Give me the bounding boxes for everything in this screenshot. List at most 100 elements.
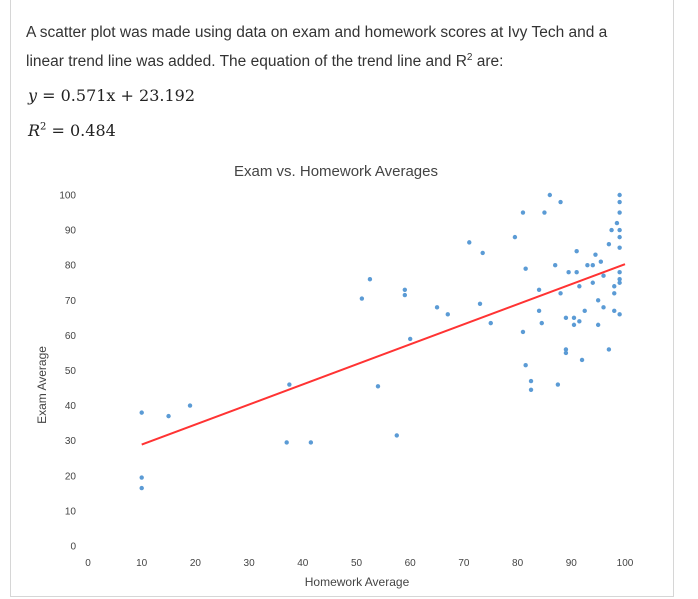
data-point bbox=[601, 305, 606, 310]
data-point bbox=[595, 322, 601, 328]
x-tick-label: 30 bbox=[244, 558, 256, 569]
x-tick-label: 10 bbox=[136, 558, 148, 569]
data-point bbox=[617, 192, 622, 198]
data-point bbox=[528, 378, 534, 384]
x-tick-label: 80 bbox=[512, 558, 524, 569]
data-point bbox=[536, 308, 542, 314]
x-tick-label: 90 bbox=[566, 558, 578, 569]
data-point bbox=[590, 280, 595, 285]
data-point bbox=[582, 308, 587, 314]
x-tick-label: 20 bbox=[190, 558, 202, 569]
data-point bbox=[563, 315, 569, 321]
y-tick-label: 30 bbox=[65, 436, 77, 447]
data-point bbox=[585, 263, 590, 268]
data-point bbox=[166, 413, 171, 419]
data-point bbox=[558, 199, 563, 205]
data-points bbox=[139, 192, 622, 491]
x-tick-label: 70 bbox=[458, 558, 470, 569]
data-point bbox=[139, 410, 144, 415]
data-point bbox=[552, 263, 558, 268]
data-point bbox=[574, 270, 579, 275]
y-tick-label: 40 bbox=[65, 401, 77, 412]
data-point bbox=[139, 475, 144, 480]
data-point bbox=[187, 403, 193, 408]
data-point bbox=[359, 296, 365, 301]
data-point bbox=[617, 245, 622, 250]
r-squared-value: = 0.484 bbox=[46, 121, 116, 140]
x-tick-label: 50 bbox=[351, 558, 363, 569]
data-point bbox=[617, 210, 622, 215]
data-point bbox=[284, 440, 289, 445]
data-point bbox=[617, 234, 622, 240]
r-squared-equation: R2 = 0.484 bbox=[28, 121, 116, 140]
data-point bbox=[617, 312, 622, 317]
data-point bbox=[577, 319, 582, 324]
data-point bbox=[467, 240, 472, 245]
data-point bbox=[574, 248, 579, 254]
data-point bbox=[547, 192, 553, 198]
data-point bbox=[555, 382, 561, 387]
data-point bbox=[402, 292, 408, 298]
content-panel bbox=[10, 0, 674, 597]
y-tick-label: 20 bbox=[65, 471, 77, 482]
data-point bbox=[617, 227, 622, 233]
chart-title: Exam vs. Homework Averages bbox=[234, 163, 438, 180]
trend-equation: y = 0.571x + 23.192 bbox=[28, 86, 196, 105]
data-point bbox=[601, 273, 606, 278]
y-tick-label: 70 bbox=[65, 296, 77, 307]
y-tick-label: 10 bbox=[65, 506, 77, 517]
data-point bbox=[520, 329, 526, 335]
data-point bbox=[595, 298, 601, 303]
data-point bbox=[512, 234, 518, 240]
data-point bbox=[612, 291, 617, 296]
data-point bbox=[617, 280, 622, 285]
y-axis-ticks: 0 10 20 30 40 50 60 70 80 90 100 bbox=[59, 191, 76, 553]
data-point bbox=[402, 287, 408, 292]
data-point bbox=[558, 291, 563, 296]
y-tick-label: 60 bbox=[65, 331, 77, 342]
r-squared-label: R bbox=[28, 121, 41, 140]
data-point bbox=[375, 384, 381, 389]
data-point bbox=[488, 320, 493, 326]
data-point bbox=[408, 336, 413, 342]
x-tick-label: 100 bbox=[617, 558, 634, 569]
intro-line-2-end: are: bbox=[472, 53, 504, 71]
data-point bbox=[528, 387, 534, 393]
data-point bbox=[477, 301, 483, 307]
data-point bbox=[598, 259, 604, 264]
data-point bbox=[617, 199, 622, 205]
intro-line-1: A scatter plot was made using data on ex… bbox=[26, 24, 608, 41]
data-point bbox=[606, 347, 612, 352]
data-point bbox=[434, 305, 440, 310]
trend-line bbox=[141, 263, 626, 446]
y-tick-label: 80 bbox=[65, 261, 77, 272]
data-point bbox=[536, 287, 542, 292]
data-point bbox=[571, 315, 577, 321]
trend-equation-rhs: 0.571x + 23.192 bbox=[60, 86, 196, 105]
data-point bbox=[579, 357, 585, 363]
data-point bbox=[367, 277, 373, 282]
data-point bbox=[480, 250, 485, 256]
data-point bbox=[539, 320, 544, 326]
data-point bbox=[617, 277, 622, 282]
y-axis-title: Exam Average bbox=[35, 346, 49, 424]
x-tick-label: 60 bbox=[405, 558, 417, 569]
data-point bbox=[571, 322, 577, 328]
intro-line-2: linear trend line was added. The equatio… bbox=[26, 53, 467, 71]
data-point bbox=[523, 266, 528, 271]
y-tick-label: 90 bbox=[65, 226, 77, 237]
data-point bbox=[612, 308, 617, 314]
data-point bbox=[542, 210, 547, 215]
y-tick-label: 50 bbox=[65, 366, 77, 377]
data-point bbox=[563, 350, 569, 356]
data-point bbox=[523, 363, 528, 368]
data-point bbox=[139, 485, 144, 491]
y-tick-label: 0 bbox=[70, 542, 76, 553]
intro-superscript: 2 bbox=[466, 52, 473, 63]
data-point bbox=[606, 241, 612, 247]
data-point bbox=[577, 284, 582, 289]
data-point bbox=[566, 270, 571, 275]
data-point bbox=[617, 270, 622, 275]
data-point bbox=[394, 433, 399, 438]
